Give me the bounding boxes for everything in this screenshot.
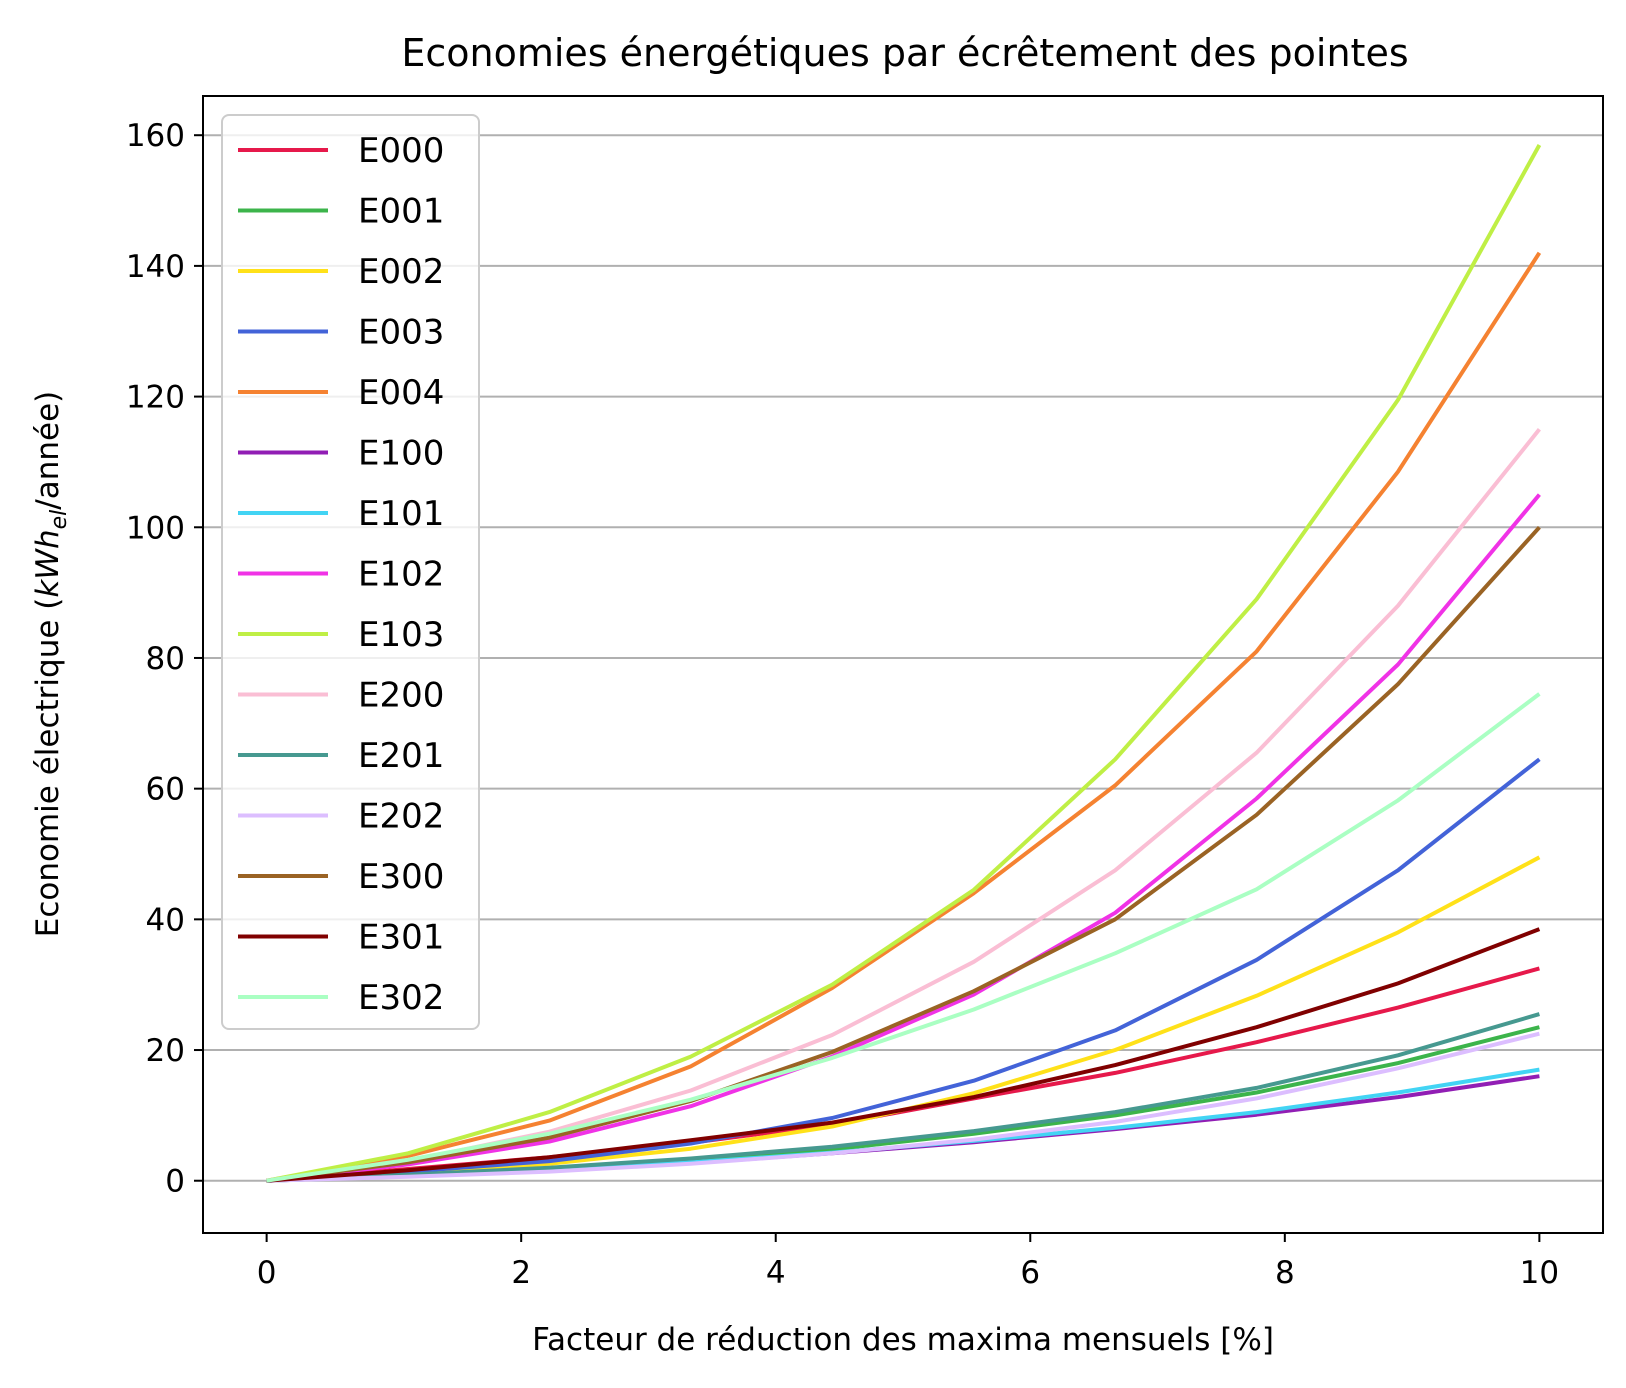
x-axis-label: Facteur de réduction des maxima mensuels…	[532, 1322, 1274, 1358]
y-tick-label: 140	[126, 249, 185, 285]
series-line-e300	[266, 525, 1541, 1183]
series-line-e301	[266, 927, 1541, 1183]
legend-label-e103: E103	[358, 615, 444, 655]
series-lines	[266, 144, 1542, 1183]
series-line-e302	[266, 692, 1541, 1183]
series-line-e202	[266, 1031, 1540, 1183]
series-line-e003	[266, 757, 1541, 1183]
legend-label-e200: E200	[358, 676, 444, 716]
x-tick-label: 10	[1520, 1255, 1559, 1291]
x-tick-label: 8	[1275, 1255, 1295, 1291]
y-axis-label: Economie électrique (kWhel/année)	[30, 391, 72, 938]
x-tick-label: 4	[766, 1255, 786, 1291]
y-tick-label: 100	[126, 510, 185, 546]
legend-label-e302: E302	[358, 978, 444, 1018]
legend-label-e101: E101	[358, 494, 444, 534]
y-tick-label: 60	[146, 772, 185, 808]
y-axis-label-unit: kWh	[30, 529, 66, 597]
series-line-e201	[266, 1012, 1540, 1183]
y-axis: 0 20 40 60 80 100 120 140 160	[126, 118, 203, 1200]
x-axis: 0 2 4 6 8 10	[257, 1233, 1559, 1291]
y-tick-label: 20	[146, 1033, 185, 1069]
x-tick-label: 0	[257, 1255, 277, 1291]
legend-label-e301: E301	[358, 918, 444, 958]
legend-label-e202: E202	[358, 797, 444, 837]
y-axis-label-prefix: Economie électrique (	[30, 598, 66, 938]
legend-label-e003: E003	[358, 313, 444, 353]
x-tick-label: 6	[1020, 1255, 1040, 1291]
legend-label-e102: E102	[358, 555, 444, 595]
x-tick-label: 2	[511, 1255, 531, 1291]
plot-frame	[202, 95, 1604, 1234]
legend-label-e201: E201	[358, 736, 444, 776]
legend-label-e002: E002	[358, 252, 444, 292]
series-line-e004	[266, 251, 1542, 1183]
y-axis-label-unit-subscript: el	[47, 510, 72, 530]
series-line-e103	[266, 144, 1542, 1183]
y-axis-label-suffix: /année)	[30, 391, 66, 510]
y-tick-label: 120	[126, 380, 185, 416]
y-tick-label: 80	[146, 641, 185, 677]
legend-label-e100: E100	[358, 434, 444, 474]
y-tick-label: 160	[126, 118, 185, 154]
y-tick-label: 40	[146, 902, 185, 938]
legend-box	[221, 114, 480, 1030]
legend: E000 E001 E002 E003 E004 E100 E101 E102 E103 E200…	[221, 114, 480, 1030]
legend-label-e001: E001	[358, 192, 444, 232]
legend-label-e004: E004	[358, 373, 444, 413]
y-tick-label: 0	[165, 1164, 185, 1200]
legend-label-e000: E000	[358, 131, 444, 171]
legend-label-e300: E300	[358, 857, 444, 897]
series-line-e102	[266, 493, 1541, 1183]
chart-title: Economies énergétiques par écrêtement de…	[401, 31, 1408, 75]
